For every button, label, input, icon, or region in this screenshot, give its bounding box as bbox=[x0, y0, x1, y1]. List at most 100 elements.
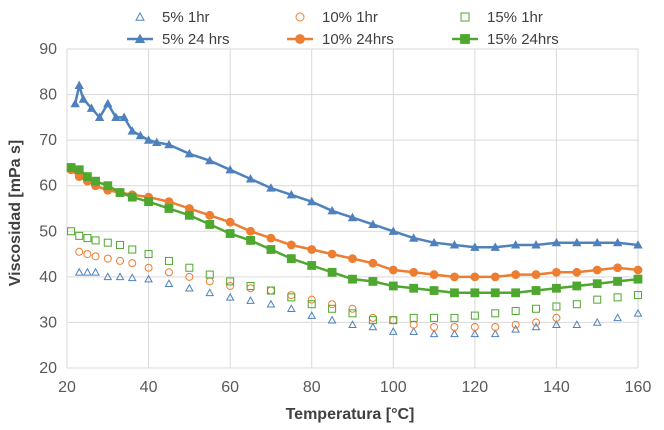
data-point bbox=[103, 272, 113, 281]
data-point bbox=[119, 112, 129, 121]
data-point bbox=[348, 254, 357, 264]
legend-item-5pct-24-hrs: 5% 24 hrs bbox=[127, 31, 230, 48]
data-point bbox=[144, 263, 153, 272]
data-point bbox=[633, 265, 643, 275]
legend-marker bbox=[295, 34, 305, 44]
data-point bbox=[612, 237, 623, 247]
data-point bbox=[78, 94, 88, 103]
data-point bbox=[572, 237, 582, 247]
data-point bbox=[103, 254, 112, 263]
data-point bbox=[450, 329, 459, 338]
data-point bbox=[613, 293, 622, 302]
data-point bbox=[327, 205, 337, 215]
data-point bbox=[287, 293, 296, 302]
legend-label: 10% 1hr bbox=[322, 9, 378, 26]
data-point bbox=[83, 250, 92, 259]
data-point bbox=[164, 256, 173, 265]
data-point bbox=[94, 112, 105, 121]
x-tick-label: 140 bbox=[543, 379, 570, 396]
y-tick-label: 60 bbox=[39, 178, 57, 195]
data-point bbox=[143, 135, 154, 144]
data-point bbox=[205, 270, 214, 279]
data-point bbox=[552, 283, 561, 293]
data-point bbox=[127, 192, 137, 202]
data-point bbox=[111, 112, 121, 121]
data-point bbox=[307, 300, 316, 309]
data-point bbox=[593, 295, 602, 304]
data-point bbox=[225, 164, 235, 174]
data-point bbox=[592, 317, 602, 326]
data-point bbox=[83, 234, 92, 243]
data-point bbox=[225, 292, 235, 301]
data-point bbox=[103, 98, 113, 108]
data-point bbox=[511, 324, 520, 333]
legend-marker bbox=[134, 33, 146, 43]
data-point bbox=[552, 302, 561, 311]
y-tick-label: 30 bbox=[39, 314, 57, 331]
data-point bbox=[115, 272, 125, 281]
y-axis-tick-labels: 20 30 40 50 60 70 80 90 bbox=[39, 41, 57, 377]
data-point bbox=[185, 272, 194, 281]
data-point bbox=[490, 272, 500, 282]
data-point bbox=[388, 265, 398, 275]
data-series bbox=[66, 80, 643, 338]
x-tick-label: 120 bbox=[462, 379, 489, 396]
legend: 5% 1hr 10% 1hr 15% 1hr 5% 24 hrs 10% 24hrs 15… bbox=[127, 9, 559, 48]
data-point bbox=[185, 283, 194, 292]
data-point bbox=[470, 311, 479, 320]
legend-item-10pct-24hrs: 10% 24hrs bbox=[287, 31, 394, 48]
data-point bbox=[246, 296, 255, 304]
y-tick-label: 50 bbox=[39, 223, 57, 240]
data-point bbox=[531, 322, 541, 331]
data-point bbox=[144, 250, 153, 259]
legend-label: 10% 24hrs bbox=[322, 31, 394, 48]
x-tick-label: 80 bbox=[303, 379, 321, 396]
data-point bbox=[91, 252, 100, 261]
data-point bbox=[491, 322, 500, 331]
data-point bbox=[450, 272, 459, 282]
data-point bbox=[389, 316, 398, 325]
data-point bbox=[368, 316, 377, 325]
data-point bbox=[552, 267, 561, 277]
data-point bbox=[70, 98, 80, 108]
data-point bbox=[348, 304, 357, 313]
data-point bbox=[226, 281, 235, 290]
legend-label: 5% 24 hrs bbox=[162, 31, 230, 48]
x-tick-label: 160 bbox=[625, 379, 652, 396]
data-point bbox=[328, 300, 337, 309]
data-point bbox=[572, 300, 581, 309]
data-point bbox=[368, 258, 378, 268]
data-point bbox=[511, 320, 520, 329]
data-point bbox=[450, 288, 459, 298]
data-point bbox=[490, 329, 500, 338]
data-point bbox=[347, 212, 358, 222]
data-point bbox=[152, 137, 162, 147]
data-point bbox=[307, 196, 317, 206]
data-point bbox=[286, 254, 296, 264]
data-point bbox=[430, 313, 439, 322]
data-point bbox=[409, 327, 419, 335]
data-point bbox=[592, 237, 602, 247]
data-point bbox=[613, 263, 623, 273]
data-point bbox=[388, 327, 398, 335]
data-point bbox=[116, 240, 125, 249]
data-point bbox=[83, 267, 92, 276]
series-5pct-24-hrs bbox=[70, 80, 643, 251]
data-point bbox=[510, 240, 521, 249]
data-point bbox=[74, 267, 84, 276]
data-point bbox=[327, 249, 337, 259]
data-point bbox=[491, 309, 500, 318]
data-point bbox=[103, 238, 112, 247]
data-point bbox=[551, 237, 562, 247]
x-tick-label: 20 bbox=[58, 379, 76, 396]
data-point bbox=[470, 242, 480, 251]
data-point bbox=[552, 320, 561, 329]
data-point bbox=[266, 233, 276, 243]
data-point bbox=[128, 245, 137, 254]
data-point bbox=[429, 329, 439, 338]
legend-label: 5% 1hr bbox=[162, 9, 210, 26]
data-point bbox=[470, 288, 480, 298]
data-point bbox=[429, 286, 439, 295]
data-point bbox=[74, 165, 84, 175]
data-point bbox=[531, 286, 541, 295]
